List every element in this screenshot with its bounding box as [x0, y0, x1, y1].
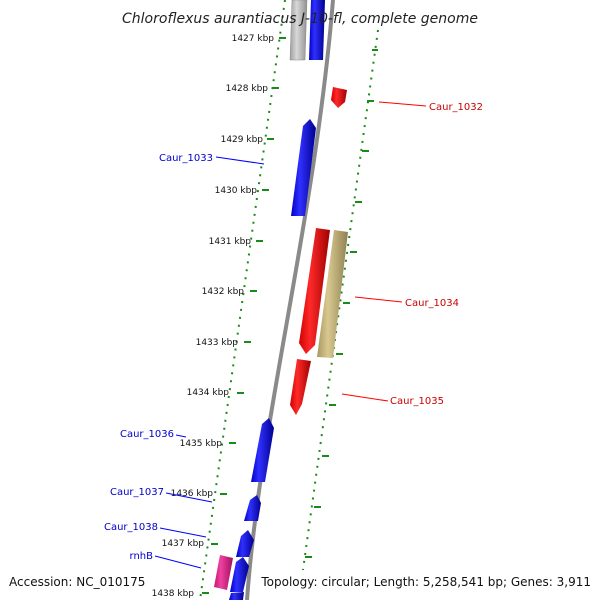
tick-label: 1436 kbp	[171, 489, 214, 499]
gene-caur-1035[interactable]	[290, 359, 311, 415]
gene-label-rnhb[interactable]: rnhB	[130, 551, 154, 562]
kbp-labels: 1427 kbp 1428 kbp 1429 kbp 1430 kbp 1431…	[152, 34, 275, 599]
tick-label: 1438 kbp	[152, 589, 195, 599]
genome-backbone	[245, 0, 335, 600]
gene-caur-1037[interactable]	[244, 495, 261, 521]
tick-label: 1433 kbp	[196, 338, 239, 348]
tick-label: 1432 kbp	[202, 287, 245, 297]
tick-label: 1431 kbp	[209, 237, 252, 247]
gene-label-caur-1037[interactable]: Caur_1037	[110, 487, 164, 498]
gene-other-pink[interactable]	[214, 555, 233, 590]
gene-rnhb[interactable]	[230, 557, 249, 592]
gene-label-caur-1038[interactable]: Caur_1038	[104, 522, 158, 533]
major-ticks	[202, 37, 378, 594]
gene-caur-1036[interactable]	[251, 418, 274, 482]
gene-caur-1038[interactable]	[236, 530, 254, 557]
gene-partial-gray[interactable]	[289, 0, 308, 61]
tick-label: 1429 kbp	[221, 135, 264, 145]
gene-label-caur-1036[interactable]: Caur_1036	[120, 429, 174, 440]
tick-label: 1435 kbp	[180, 439, 223, 449]
gene-label-caur-1035[interactable]: Caur_1035	[390, 396, 444, 407]
gene-partial-blue-bottom[interactable]	[229, 592, 244, 600]
gene-label-caur-1032[interactable]: Caur_1032	[429, 102, 483, 113]
outer-ruler-track	[302, 29, 379, 571]
tick-label: 1430 kbp	[215, 186, 258, 196]
map-title: Chloroflexus aurantiacus J-10-fl, comple…	[122, 11, 478, 27]
accession-text: Accession: NC_010175	[9, 575, 145, 589]
topology-text: Topology: circular; Length: 5,258,541 bp…	[260, 575, 591, 589]
tick-label: 1437 kbp	[162, 539, 205, 549]
gene-caur-1033[interactable]	[291, 119, 316, 216]
gene-label-caur-1033[interactable]: Caur_1033	[159, 153, 213, 164]
leader-lines	[154, 101, 427, 569]
gene-caur-1034[interactable]	[299, 228, 330, 354]
tick-label: 1427 kbp	[232, 34, 275, 44]
gene-partial-blue-top[interactable]	[309, 0, 325, 60]
tick-label: 1428 kbp	[226, 84, 269, 94]
gene-label-caur-1034[interactable]: Caur_1034	[405, 298, 459, 309]
tick-label: 1434 kbp	[187, 388, 230, 398]
gene-caur-1034-rna[interactable]	[317, 230, 348, 358]
gene-caur-1032[interactable]	[331, 87, 347, 108]
inner-ruler-track	[199, 0, 286, 600]
